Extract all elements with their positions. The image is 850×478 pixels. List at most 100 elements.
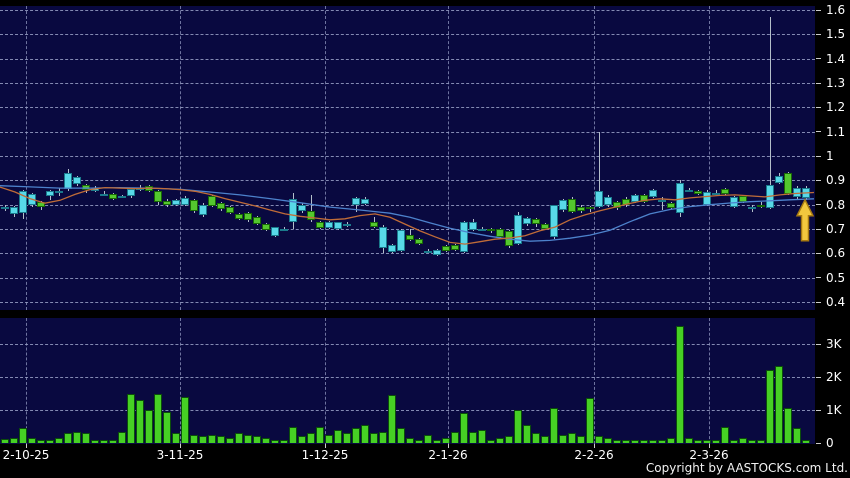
volume-bar (739, 438, 747, 443)
candle (181, 197, 189, 205)
candle (316, 221, 324, 228)
volume-bar (244, 434, 252, 444)
candle (226, 207, 234, 214)
candle (253, 216, 261, 225)
tick-mark (816, 228, 821, 230)
volume-bar (397, 428, 405, 443)
volume-bar (73, 431, 81, 443)
price-gridline (0, 83, 815, 84)
volume-bar (235, 433, 243, 443)
volume-bar (28, 438, 36, 443)
tick-mark (816, 301, 821, 303)
volume-bar (604, 438, 612, 443)
price-tick-label: 0.6 (816, 246, 845, 260)
tick-mark (816, 409, 821, 411)
volume-bar (226, 438, 234, 443)
volume-bar (307, 433, 315, 443)
volume-bar (712, 440, 720, 443)
volume-bar (568, 433, 576, 443)
price-gridline (0, 107, 815, 109)
price-gridline (0, 131, 815, 133)
volume-bar (514, 410, 522, 443)
volume-bar (748, 439, 756, 443)
candle (244, 213, 252, 221)
month-gridline (448, 318, 449, 444)
copyright-label: Copyright by AASTOCKS.com Ltd. (645, 461, 848, 475)
candle (352, 198, 360, 205)
volume-bar (109, 439, 117, 443)
candle (523, 218, 531, 225)
candle (37, 202, 45, 208)
volume-bar (442, 438, 450, 443)
candle (280, 229, 288, 231)
volume-bar (145, 410, 153, 443)
candle (388, 244, 396, 253)
volume-bar (91, 439, 99, 443)
month-gridline (26, 318, 27, 444)
candle (550, 205, 558, 237)
price-panel (0, 6, 815, 310)
volume-bar (469, 431, 477, 443)
volume-bar (757, 440, 765, 443)
candle (568, 198, 576, 212)
candle (595, 190, 603, 208)
candle-wick (598, 131, 600, 209)
month-gridline (709, 6, 710, 310)
volume-bar (595, 436, 603, 443)
volume-bar (127, 393, 135, 443)
candle (424, 250, 432, 253)
volume-bar (730, 439, 738, 443)
volume-gridline (0, 377, 815, 378)
candle (784, 173, 792, 194)
candle (118, 196, 126, 199)
volume-bar (46, 440, 54, 443)
volume-bar (55, 438, 63, 443)
x-tick-mark (26, 444, 27, 448)
volume-bar (505, 436, 513, 443)
x-tick-label: 2-10-25 (2, 448, 50, 462)
volume-bar (388, 395, 396, 443)
candle (775, 175, 783, 183)
volume-bar (190, 434, 198, 444)
price-gridline (0, 10, 815, 11)
candle (46, 191, 54, 197)
tick-mark (816, 376, 821, 378)
candle (262, 224, 270, 231)
candle (721, 188, 729, 194)
volume-bar (253, 436, 261, 443)
volume-bar (370, 433, 378, 443)
month-gridline (325, 6, 326, 310)
volume-bar (523, 424, 531, 443)
candle (712, 192, 720, 195)
candle (154, 191, 162, 203)
volume-bar (343, 433, 351, 443)
candle (397, 230, 405, 251)
volume-bar (559, 434, 567, 444)
price-gridline (0, 180, 815, 182)
volume-bar (667, 438, 675, 443)
volume-bar (802, 439, 810, 443)
volume-bar (208, 434, 216, 444)
volume-bar (154, 393, 162, 443)
candle (631, 195, 639, 203)
volume-bar (100, 439, 108, 443)
tick-mark (816, 204, 821, 206)
volume-bar (496, 438, 504, 443)
volume-bar (325, 434, 333, 444)
x-tick-mark (325, 444, 326, 448)
tick-mark (816, 58, 821, 60)
price-gridline (0, 229, 815, 230)
month-gridline (180, 6, 181, 310)
month-gridline (448, 6, 449, 310)
candle (469, 221, 477, 231)
volume-bar (181, 396, 189, 443)
candle (442, 246, 450, 251)
volume-bar (136, 400, 144, 443)
volume-bar (532, 433, 540, 443)
candle (361, 199, 369, 204)
x-tick-mark (594, 444, 595, 448)
candle (217, 203, 225, 210)
candle (370, 221, 378, 227)
tick-mark (816, 82, 821, 84)
